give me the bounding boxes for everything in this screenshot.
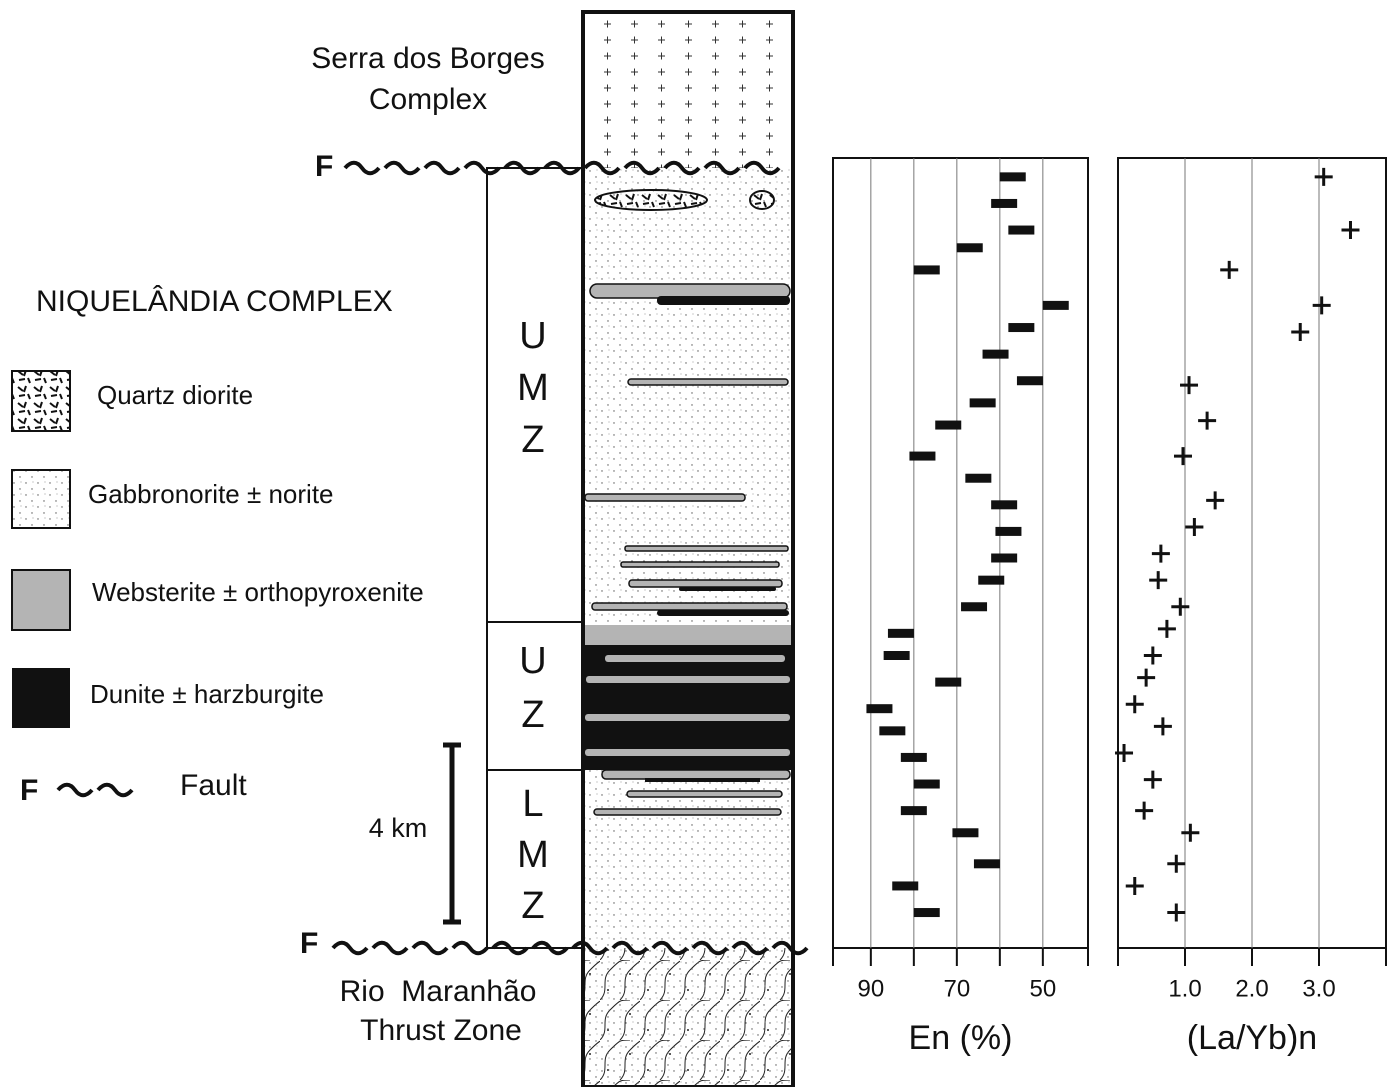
data-dash bbox=[866, 704, 892, 713]
data-plus bbox=[1152, 545, 1170, 563]
data-dash bbox=[935, 678, 961, 687]
data-plus bbox=[1185, 518, 1203, 536]
data-dash bbox=[914, 265, 940, 274]
data-dash bbox=[884, 651, 910, 660]
data-plus bbox=[1171, 598, 1189, 616]
data-plus bbox=[1144, 647, 1162, 665]
data-plus bbox=[1315, 168, 1333, 186]
zone-label: Z bbox=[521, 885, 544, 927]
figure: Serra dos Borges Complex Rio Maranhão Th… bbox=[0, 0, 1392, 1087]
data-dash bbox=[991, 199, 1017, 208]
x-axis-title: En (%) bbox=[909, 1019, 1013, 1057]
data-plus bbox=[1206, 491, 1224, 509]
zone-label: Z bbox=[521, 694, 544, 736]
data-plus bbox=[1144, 771, 1162, 789]
data-dash bbox=[901, 753, 927, 762]
data-dash bbox=[1000, 172, 1026, 181]
data-dash bbox=[991, 500, 1017, 509]
data-plus bbox=[1149, 571, 1167, 589]
data-dash bbox=[995, 527, 1021, 536]
fault-label: F bbox=[300, 927, 318, 960]
zone-label: U bbox=[519, 315, 546, 357]
x-tick-label: 50 bbox=[1029, 975, 1056, 1002]
data-dash bbox=[901, 806, 927, 815]
legend-swatch bbox=[12, 470, 70, 528]
data-dash bbox=[957, 243, 983, 252]
data-dash bbox=[888, 629, 914, 638]
data-dash bbox=[914, 908, 940, 917]
legend-swatch bbox=[12, 668, 70, 728]
data-plus bbox=[1198, 412, 1216, 430]
legend-label: Quartz diorite bbox=[97, 380, 253, 410]
data-plus bbox=[1137, 669, 1155, 687]
data-plus bbox=[1154, 717, 1172, 735]
x-tick-label: 70 bbox=[943, 975, 970, 1002]
data-dash bbox=[909, 452, 935, 461]
data-dash bbox=[892, 881, 918, 890]
column bbox=[333, 12, 807, 1087]
data-dash bbox=[974, 859, 1000, 868]
legend-title: NIQUELÂNDIA COMPLEX bbox=[36, 285, 393, 318]
data-dash bbox=[978, 576, 1004, 585]
x-tick-label: 2.0 bbox=[1235, 975, 1268, 1002]
data-plus bbox=[1174, 447, 1192, 465]
zone-label: M bbox=[517, 834, 549, 876]
data-dash bbox=[1008, 323, 1034, 332]
legend-label: Websterite ± orthopyroxenite bbox=[92, 577, 424, 607]
data-dash bbox=[1008, 226, 1034, 235]
data-plus bbox=[1181, 824, 1199, 842]
legend-label: Gabbronorite ± norite bbox=[88, 479, 334, 509]
data-plus bbox=[1167, 904, 1185, 922]
legend-swatch bbox=[12, 371, 70, 431]
fault-label: F bbox=[315, 150, 333, 183]
legend-swatch bbox=[12, 570, 70, 630]
scale-label: 4 km bbox=[369, 813, 428, 843]
data-dash bbox=[1043, 301, 1069, 310]
data-dash bbox=[914, 780, 940, 789]
data-plus bbox=[1135, 802, 1153, 820]
data-plus bbox=[1167, 855, 1185, 873]
data-plus bbox=[1126, 877, 1144, 895]
legend-fault-line bbox=[58, 785, 132, 796]
x-tick-label: 3.0 bbox=[1302, 975, 1335, 1002]
data-plus bbox=[1158, 620, 1176, 638]
data-dash bbox=[879, 726, 905, 735]
unit-label: Thrust Zone bbox=[360, 1014, 522, 1047]
legend-label: Fault bbox=[180, 769, 247, 802]
legend-fault-symbol: F bbox=[20, 774, 38, 807]
zone-label: L bbox=[522, 783, 543, 825]
unit-label: Rio Maranhão bbox=[340, 975, 537, 1008]
data-plus bbox=[1313, 296, 1331, 314]
data-plus bbox=[1180, 376, 1198, 394]
data-dash bbox=[1017, 376, 1043, 385]
data-dash bbox=[970, 398, 996, 407]
unit-label: Complex bbox=[369, 83, 487, 116]
zone-label: Z bbox=[521, 419, 544, 461]
unit-label: Serra dos Borges bbox=[311, 42, 544, 75]
data-dash bbox=[935, 421, 961, 430]
data-dash bbox=[991, 554, 1017, 563]
zone-label: M bbox=[517, 367, 549, 409]
x-axis-title: (La/Yb)n bbox=[1187, 1019, 1317, 1057]
data-plus bbox=[1291, 323, 1309, 341]
data-dash bbox=[961, 602, 987, 611]
data-dash bbox=[952, 828, 978, 837]
zone-label: U bbox=[519, 640, 546, 682]
data-plus bbox=[1220, 261, 1238, 279]
data-dash bbox=[983, 350, 1009, 359]
data-dash bbox=[965, 474, 991, 483]
x-tick-label: 90 bbox=[857, 975, 884, 1002]
legend-label: Dunite ± harzburgite bbox=[90, 679, 324, 709]
data-plus bbox=[1341, 221, 1359, 239]
x-tick-label: 1.0 bbox=[1168, 975, 1201, 1002]
data-plus bbox=[1126, 695, 1144, 713]
